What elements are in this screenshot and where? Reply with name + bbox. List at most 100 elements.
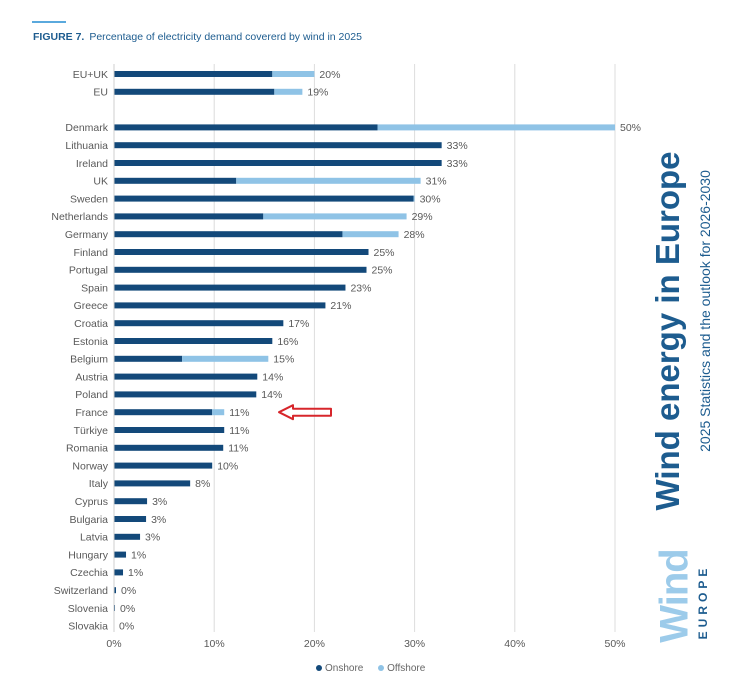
category-label: Poland (75, 389, 108, 401)
value-label: 1% (131, 549, 146, 561)
bar-onshore (114, 409, 213, 416)
bar-onshore (114, 266, 367, 273)
report-subtitle: 2025 Statistics and the outlook for 2026… (697, 170, 713, 452)
bar-onshore (114, 605, 116, 611)
value-label: 11% (229, 425, 249, 437)
value-label: 11% (229, 407, 249, 419)
value-label: 21% (330, 300, 351, 312)
bar-offshore (263, 213, 407, 220)
category-label: Norway (72, 460, 108, 472)
figure-title: FIGURE 7. Percentage of electricity deman… (33, 31, 362, 43)
category-label: Türkiye (74, 425, 109, 437)
category-label: Hungary (68, 549, 108, 561)
category-label: Spain (81, 282, 108, 294)
figure-caption: Percentage of electricity demand coverer… (89, 31, 362, 43)
value-label: 0% (119, 621, 134, 633)
value-label: 31% (426, 176, 447, 188)
category-label: Romania (66, 443, 108, 455)
bar-onshore (114, 516, 147, 522)
bar-offshore (236, 177, 421, 184)
legend-swatch-offshore (378, 665, 385, 672)
bar-onshore (114, 231, 343, 238)
value-label: 17% (288, 318, 309, 330)
category-label: France (75, 407, 108, 419)
bar-onshore (114, 587, 117, 594)
value-label: 23% (350, 282, 371, 294)
value-label: 28% (404, 229, 425, 241)
value-label: 14% (262, 371, 283, 383)
value-label: 0% (121, 585, 136, 597)
category-label: EU (93, 87, 108, 99)
value-label: 16% (277, 336, 298, 348)
category-label: Finland (74, 247, 109, 259)
bar-onshore (114, 480, 191, 487)
value-label: 33% (447, 158, 468, 170)
x-tick-label: 0% (106, 638, 121, 650)
value-label: 19% (307, 87, 328, 99)
category-label: Bulgaria (69, 514, 108, 526)
legend-item-offshore: Offshore (378, 663, 425, 674)
bar-offshore (342, 231, 399, 238)
x-tick-label: 30% (404, 638, 425, 650)
value-label: 0% (120, 603, 135, 615)
bar-offshore (212, 409, 225, 416)
value-label: 25% (374, 247, 395, 259)
category-label: Slovakia (68, 621, 108, 633)
category-label: Estonia (73, 336, 108, 348)
bar-onshore (114, 569, 124, 576)
value-label: 29% (412, 211, 433, 223)
report-title: Wind energy in Europe (649, 151, 686, 511)
bar-offshore (377, 124, 615, 131)
category-label: Ireland (76, 158, 108, 170)
bar-onshore (114, 142, 442, 149)
chart-legend: Onshore Offshore (316, 663, 437, 674)
value-label: 15% (273, 354, 294, 366)
value-label: 30% (420, 193, 441, 205)
category-label: Austria (75, 371, 108, 383)
bar-onshore (114, 177, 237, 184)
legend-swatch-onshore (316, 665, 322, 672)
value-label: 25% (372, 265, 393, 277)
category-label: Croatia (74, 318, 108, 330)
bar-onshore (114, 462, 213, 469)
bar-onshore (114, 444, 224, 451)
bar-offshore (274, 88, 303, 95)
bar-onshore (114, 124, 378, 131)
category-label: Belgium (70, 354, 108, 366)
figure-number: FIGURE 7. (33, 31, 85, 43)
bar-onshore (114, 302, 326, 309)
title-accent-rule (32, 21, 66, 23)
value-label: 8% (195, 478, 210, 490)
bar-onshore (114, 88, 275, 95)
value-label: 1% (128, 567, 143, 579)
x-tick-label: 40% (504, 638, 525, 650)
value-label: 33% (447, 140, 468, 152)
bar-onshore (114, 338, 273, 344)
category-label: Sweden (70, 193, 108, 205)
bar-onshore (114, 160, 442, 166)
bar-offshore (413, 195, 415, 202)
value-label: 10% (217, 460, 238, 472)
legend-item-onshore: Onshore (316, 663, 363, 674)
bar-onshore (114, 533, 141, 540)
value-label: 20% (319, 69, 340, 81)
bar-offshore (272, 71, 315, 77)
category-label: Portugal (69, 265, 108, 277)
category-label: Czechia (70, 567, 108, 579)
bar-onshore (114, 391, 257, 398)
category-label: Cyprus (75, 496, 108, 508)
value-label: 3% (152, 496, 167, 508)
legend-label-onshore: Onshore (325, 663, 364, 674)
category-label: EU+UK (73, 69, 108, 81)
category-label: Switzerland (54, 585, 108, 597)
legend-label-offshore: Offshore (387, 663, 426, 674)
bar-onshore (114, 249, 369, 255)
bar-onshore (114, 320, 284, 327)
x-tick-label: 50% (604, 638, 625, 650)
category-label: Germany (65, 229, 109, 241)
category-label: Denmark (65, 122, 108, 134)
category-label: Latvia (80, 532, 108, 544)
value-label: 14% (261, 389, 282, 401)
windeurope-logo-europe: EUROPE (696, 564, 710, 640)
x-tick-label: 10% (204, 638, 225, 650)
